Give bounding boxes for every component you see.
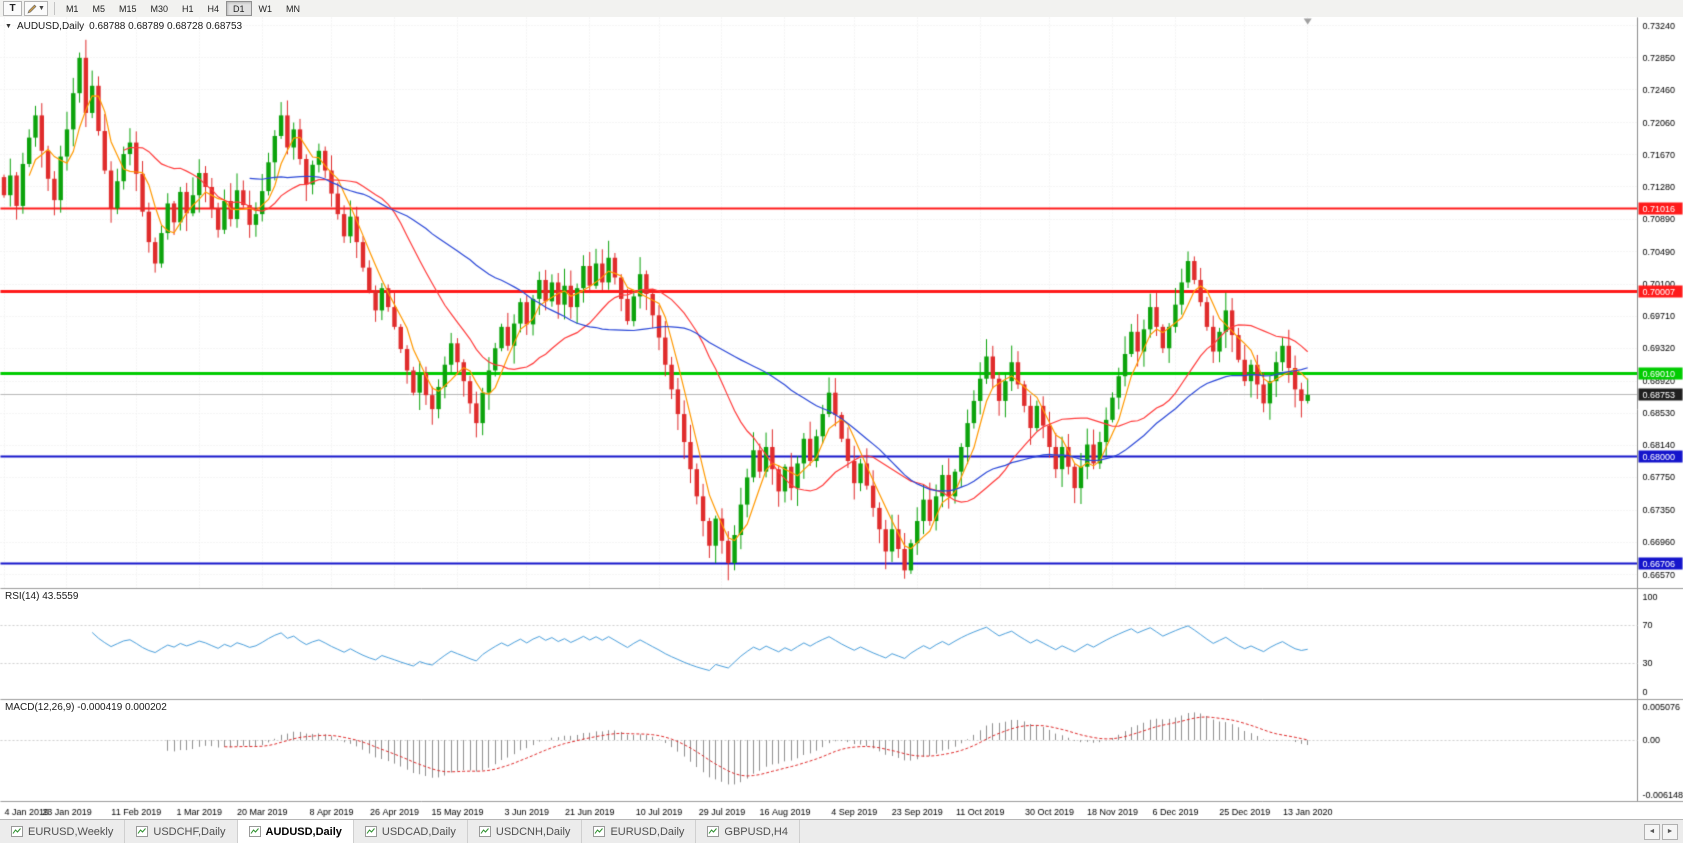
toolbar-separator bbox=[53, 2, 55, 15]
timeframe-m1-button[interactable]: M1 bbox=[59, 1, 86, 16]
chart-canvas[interactable] bbox=[0, 17, 1683, 820]
timeframe-m5-button[interactable]: M5 bbox=[85, 1, 112, 16]
tab-chart-icon bbox=[136, 826, 149, 837]
dropdown-caret-icon: ▼ bbox=[38, 5, 45, 12]
tab-audusd-daily[interactable]: AUDUSD,Daily bbox=[237, 820, 354, 843]
macd-indicator-label: MACD(12,26,9) -0.000419 0.000202 bbox=[5, 702, 167, 713]
tab-usdcad-daily[interactable]: USDCAD,Daily bbox=[354, 820, 468, 843]
timeframe-mn-button[interactable]: MN bbox=[279, 1, 307, 16]
tabs-scroll-left-button[interactable]: ◄ bbox=[1644, 823, 1660, 840]
tab-scroll-controls: ◄ ► bbox=[1644, 820, 1683, 843]
tab-usdchf-daily[interactable]: USDCHF,Daily bbox=[125, 820, 238, 843]
main-toolbar: T ▼ M1 M5 M15 M30 H1 H4 D1 W1 MN bbox=[0, 0, 1683, 18]
chart-ohlc-values: 0.68788 0.68789 0.68728 0.68753 bbox=[89, 21, 243, 32]
tab-eurusd-daily[interactable]: EURUSD,Daily bbox=[582, 820, 697, 843]
chart-symbol-label: AUDUSD,Daily bbox=[16, 21, 85, 32]
tab-chart-icon bbox=[248, 826, 261, 837]
timeframe-h1-button[interactable]: H1 bbox=[175, 1, 201, 16]
tabs-scroll-right-button[interactable]: ► bbox=[1662, 823, 1678, 840]
rsi-indicator-label: RSI(14) 43.5559 bbox=[5, 591, 79, 602]
rsi-header: RSI(14) 43.5559 bbox=[5, 591, 78, 602]
timeframe-w1-button[interactable]: W1 bbox=[252, 1, 280, 16]
tab-chart-icon bbox=[593, 826, 606, 837]
tab-gbpusd-h4[interactable]: GBPUSD,H4 bbox=[696, 820, 800, 843]
timeframe-h4-button[interactable]: H4 bbox=[201, 1, 227, 16]
macd-header: MACD(12,26,9) -0.000419 0.000202 bbox=[5, 702, 167, 713]
chart-tabs-bar: EURUSD,Weekly USDCHF,Daily AUDUSD,Daily … bbox=[0, 819, 1683, 843]
tab-chart-icon bbox=[478, 826, 491, 837]
timeframe-m15-button[interactable]: M15 bbox=[112, 1, 144, 16]
timeframe-m30-button[interactable]: M30 bbox=[143, 1, 175, 16]
symbol-collapse-icon: ▼ bbox=[5, 23, 12, 30]
tab-chart-icon bbox=[11, 826, 23, 837]
drawing-tool-button[interactable]: ▼ bbox=[24, 1, 48, 16]
text-tool-button[interactable]: T bbox=[3, 1, 22, 16]
tab-chart-icon bbox=[707, 826, 720, 837]
timeframe-d1-button[interactable]: D1 bbox=[226, 1, 252, 16]
text-tool-icon: T bbox=[9, 3, 16, 14]
tab-eurusd-weekly[interactable]: EURUSD,Weekly bbox=[0, 820, 126, 843]
tab-usdcnh-daily[interactable]: USDCNH,Daily bbox=[468, 820, 583, 843]
pencil-icon bbox=[27, 4, 37, 14]
tab-chart-icon bbox=[364, 826, 377, 837]
main-chart-header: ▼ AUDUSD,Daily 0.68788 0.68789 0.68728 0… bbox=[5, 21, 242, 32]
